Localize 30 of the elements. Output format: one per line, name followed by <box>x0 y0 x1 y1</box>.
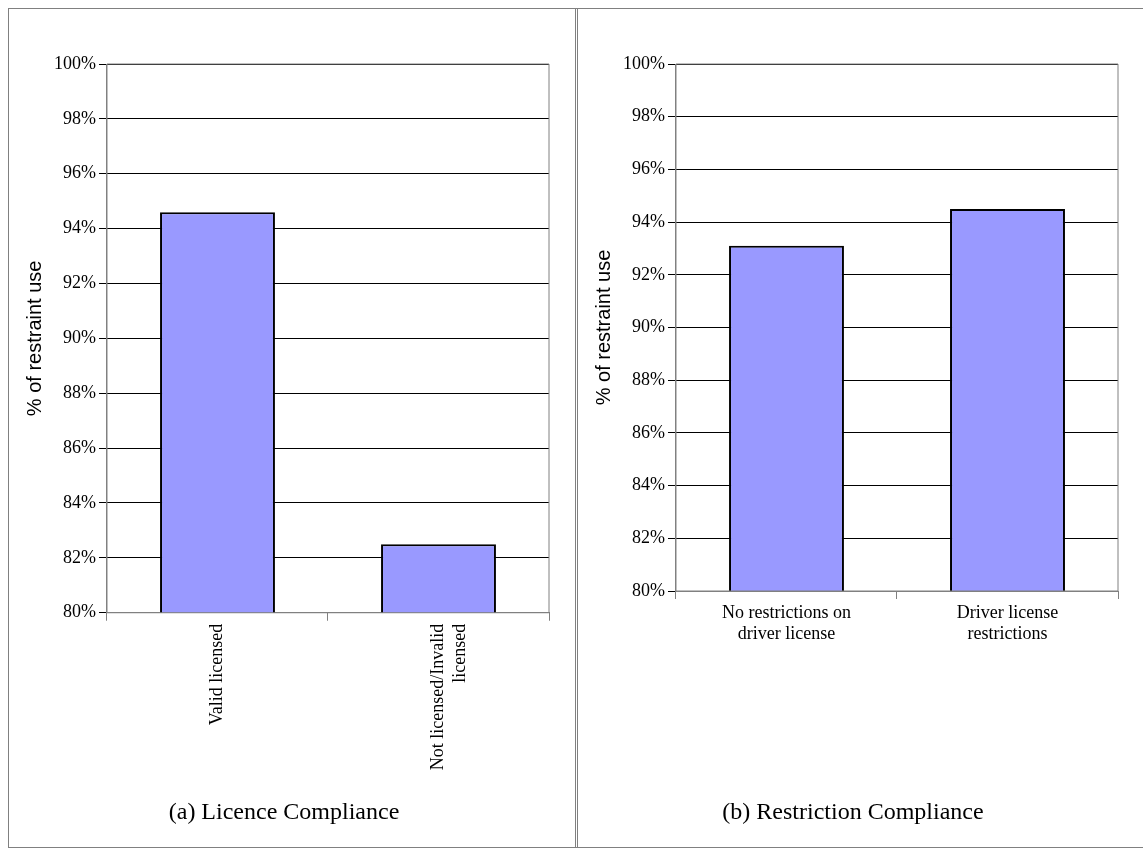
y-tick-label: 80% <box>631 579 665 600</box>
y-tick-label: 94% <box>62 217 96 238</box>
y-tick-label: 98% <box>62 107 96 128</box>
x-tick-label: Driver license restrictions <box>956 601 1059 644</box>
y-tick-label: 94% <box>631 210 665 231</box>
y-axis-title: % of restraint use <box>22 260 45 417</box>
y-tick-label: 98% <box>631 105 665 126</box>
y-tick-label: 90% <box>62 327 96 348</box>
y-tick-label: 100% <box>622 52 665 73</box>
y-tick-label: 82% <box>631 527 665 548</box>
y-tick-label: 84% <box>631 474 665 495</box>
y-tick-label: 86% <box>631 421 665 442</box>
x-tick-label: Not licensed/Invalid licensed <box>427 623 469 771</box>
text: (a) Licence Compliance <box>168 797 400 824</box>
text: (b) Restriction Compliance <box>722 797 984 824</box>
y-tick-label: 84% <box>62 491 96 512</box>
y-tick-label: 96% <box>631 158 665 179</box>
y-tick-label: 90% <box>631 316 665 337</box>
y-tick-label: 82% <box>62 546 96 567</box>
y-tick-label: 80% <box>62 601 96 622</box>
x-tick-label: Valid licensed <box>206 623 227 726</box>
y-tick-label: 86% <box>62 436 96 457</box>
y-tick-label: 88% <box>62 381 96 402</box>
y-tick-label: 92% <box>62 272 96 293</box>
y-tick-label: 96% <box>62 162 96 183</box>
y-axis-title: % of restraint use <box>591 249 614 406</box>
x-tick-label: No restrictions on driver license <box>722 601 851 644</box>
y-tick-label: 100% <box>53 52 96 73</box>
y-tick-label: 88% <box>631 368 665 389</box>
y-tick-label: 92% <box>631 263 665 284</box>
